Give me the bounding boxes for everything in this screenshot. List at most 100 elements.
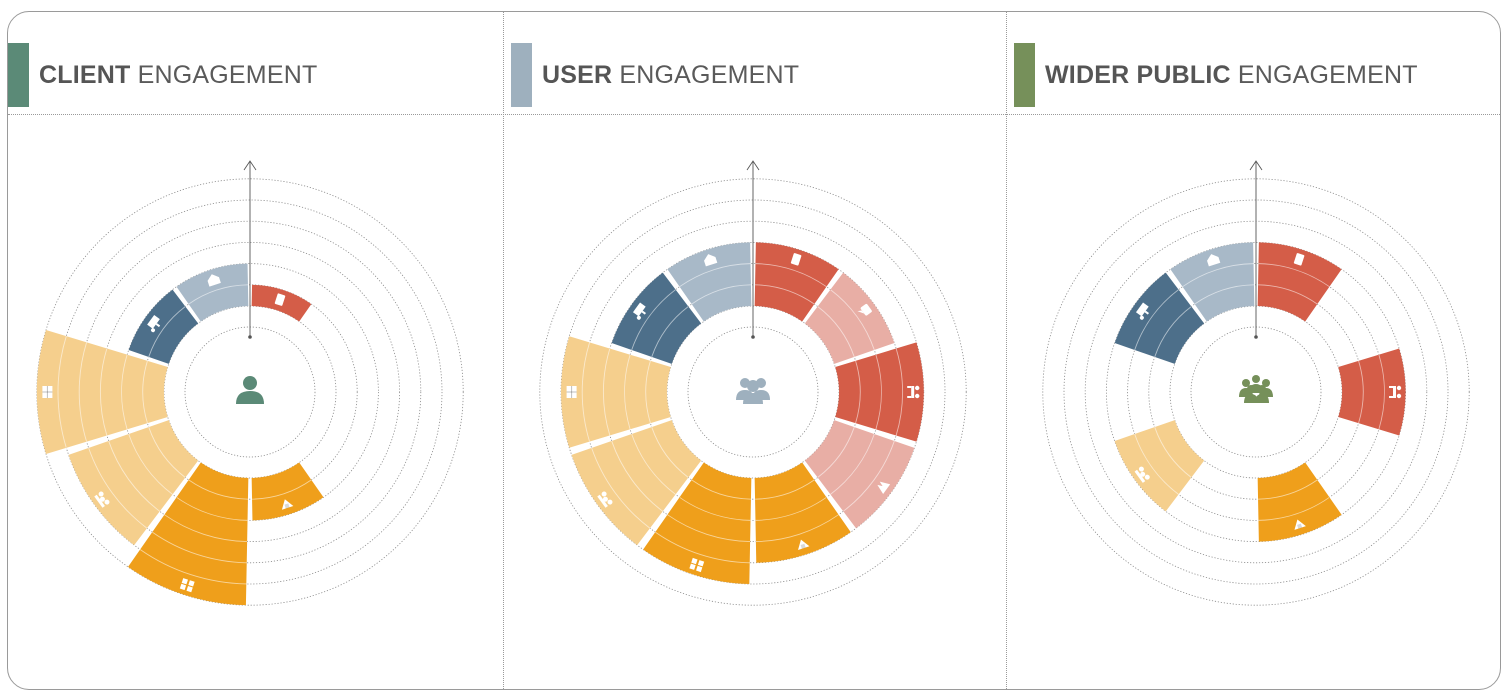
grid-ring <box>1190 326 1322 458</box>
puzzle-icon <box>689 557 705 573</box>
segment-4 <box>804 420 915 529</box>
segment-9 <box>128 289 199 364</box>
level-line <box>817 426 855 478</box>
grid-ring <box>121 263 379 521</box>
tools-icon <box>281 499 294 510</box>
segment-6 <box>643 462 752 584</box>
infographic-frame <box>7 11 1501 690</box>
title-bold: CLIENT <box>39 60 131 89</box>
building-icon <box>704 254 718 267</box>
segment-10 <box>667 242 752 322</box>
level-line <box>755 514 839 543</box>
segment-6 <box>128 462 249 606</box>
segment-8 <box>36 330 168 454</box>
header-divider <box>8 114 1500 115</box>
presentation-icon <box>1135 302 1149 320</box>
segment-8 <box>560 336 671 448</box>
level-line <box>1258 496 1330 521</box>
segment-1 <box>251 284 312 322</box>
segment-5 <box>754 462 851 563</box>
group-icon <box>736 378 770 404</box>
tools-icon <box>798 539 810 551</box>
panel-divider <box>503 12 504 689</box>
level-line <box>139 549 247 585</box>
panel-title-client: CLIENT ENGAGEMENT <box>8 43 317 107</box>
level-line <box>148 306 186 358</box>
collaboration-icon <box>94 491 110 508</box>
level-line <box>1154 306 1192 358</box>
level-line <box>148 426 186 478</box>
arrow-up-icon <box>1249 160 1263 171</box>
puzzle-icon <box>179 578 195 593</box>
segment-bar <box>251 462 324 521</box>
planning-icon <box>42 386 53 398</box>
segment-2 <box>804 272 895 364</box>
level-line <box>624 354 631 430</box>
segment-bar <box>128 289 199 364</box>
level-line <box>631 289 676 351</box>
level-line <box>691 479 751 500</box>
radial-chart-2 <box>539 160 967 606</box>
segment-7 <box>68 420 199 546</box>
collaboration-icon <box>1134 466 1150 483</box>
arrow-up-icon <box>243 160 257 171</box>
grid-ring <box>184 326 316 458</box>
crowd-icon <box>1239 375 1273 403</box>
segment-bar <box>667 242 752 322</box>
segment-bar <box>128 462 249 606</box>
level-line <box>1182 263 1254 288</box>
segment-bar <box>754 242 839 322</box>
segment-bar <box>571 420 702 546</box>
level-line <box>188 284 248 305</box>
segment-10 <box>1170 242 1255 322</box>
level-line <box>164 514 248 543</box>
title-rest: ENGAGEMENT <box>1230 60 1418 89</box>
level-line <box>1378 354 1385 430</box>
title-rest: ENGAGEMENT <box>612 60 800 89</box>
panel-title-user: USER ENGAGEMENT <box>511 43 799 107</box>
meeting-icon <box>1389 385 1402 399</box>
radial-chart-1 <box>36 160 464 606</box>
level-line <box>100 348 108 436</box>
level-line <box>830 289 875 351</box>
level-line <box>842 440 895 512</box>
segment-bar <box>36 330 168 454</box>
segment-9 <box>611 272 702 364</box>
axis-origin-dot <box>751 335 755 339</box>
level-line <box>830 433 875 495</box>
level-line <box>691 284 751 305</box>
presentation-icon <box>632 302 646 320</box>
panel-divider <box>1006 12 1007 689</box>
title-accent-bar <box>1014 43 1035 107</box>
level-line <box>88 447 148 529</box>
title-bold: WIDER PUBLIC <box>1045 60 1231 89</box>
segment-7 <box>1114 420 1205 512</box>
level-line <box>667 514 751 543</box>
segment-3 <box>835 342 924 442</box>
segment-bar <box>804 272 895 364</box>
title-text: USER ENGAGEMENT <box>542 61 799 90</box>
grid-ring <box>687 326 819 458</box>
building-icon <box>207 274 221 287</box>
level-line <box>1258 479 1318 500</box>
level-line <box>78 342 88 442</box>
level-line <box>875 354 882 430</box>
building-icon <box>1207 254 1221 267</box>
segment-bar <box>560 336 671 448</box>
axis-origin-dot <box>1254 335 1258 339</box>
segment-bar <box>1170 242 1255 322</box>
level-line <box>57 336 67 448</box>
title-accent-bar <box>8 43 29 107</box>
segment-7 <box>571 420 702 546</box>
segment-3 <box>1338 348 1406 436</box>
level-line <box>895 348 903 436</box>
level-line <box>755 496 827 521</box>
level-line <box>1258 263 1330 288</box>
level-line <box>1154 426 1192 478</box>
level-line <box>1194 284 1254 305</box>
title-text: CLIENT ENGAGEMENT <box>39 61 317 90</box>
title-rest: ENGAGEMENT <box>130 60 318 89</box>
segment-9 <box>1114 272 1205 364</box>
title-bold: USER <box>542 60 613 89</box>
level-line <box>611 440 664 512</box>
